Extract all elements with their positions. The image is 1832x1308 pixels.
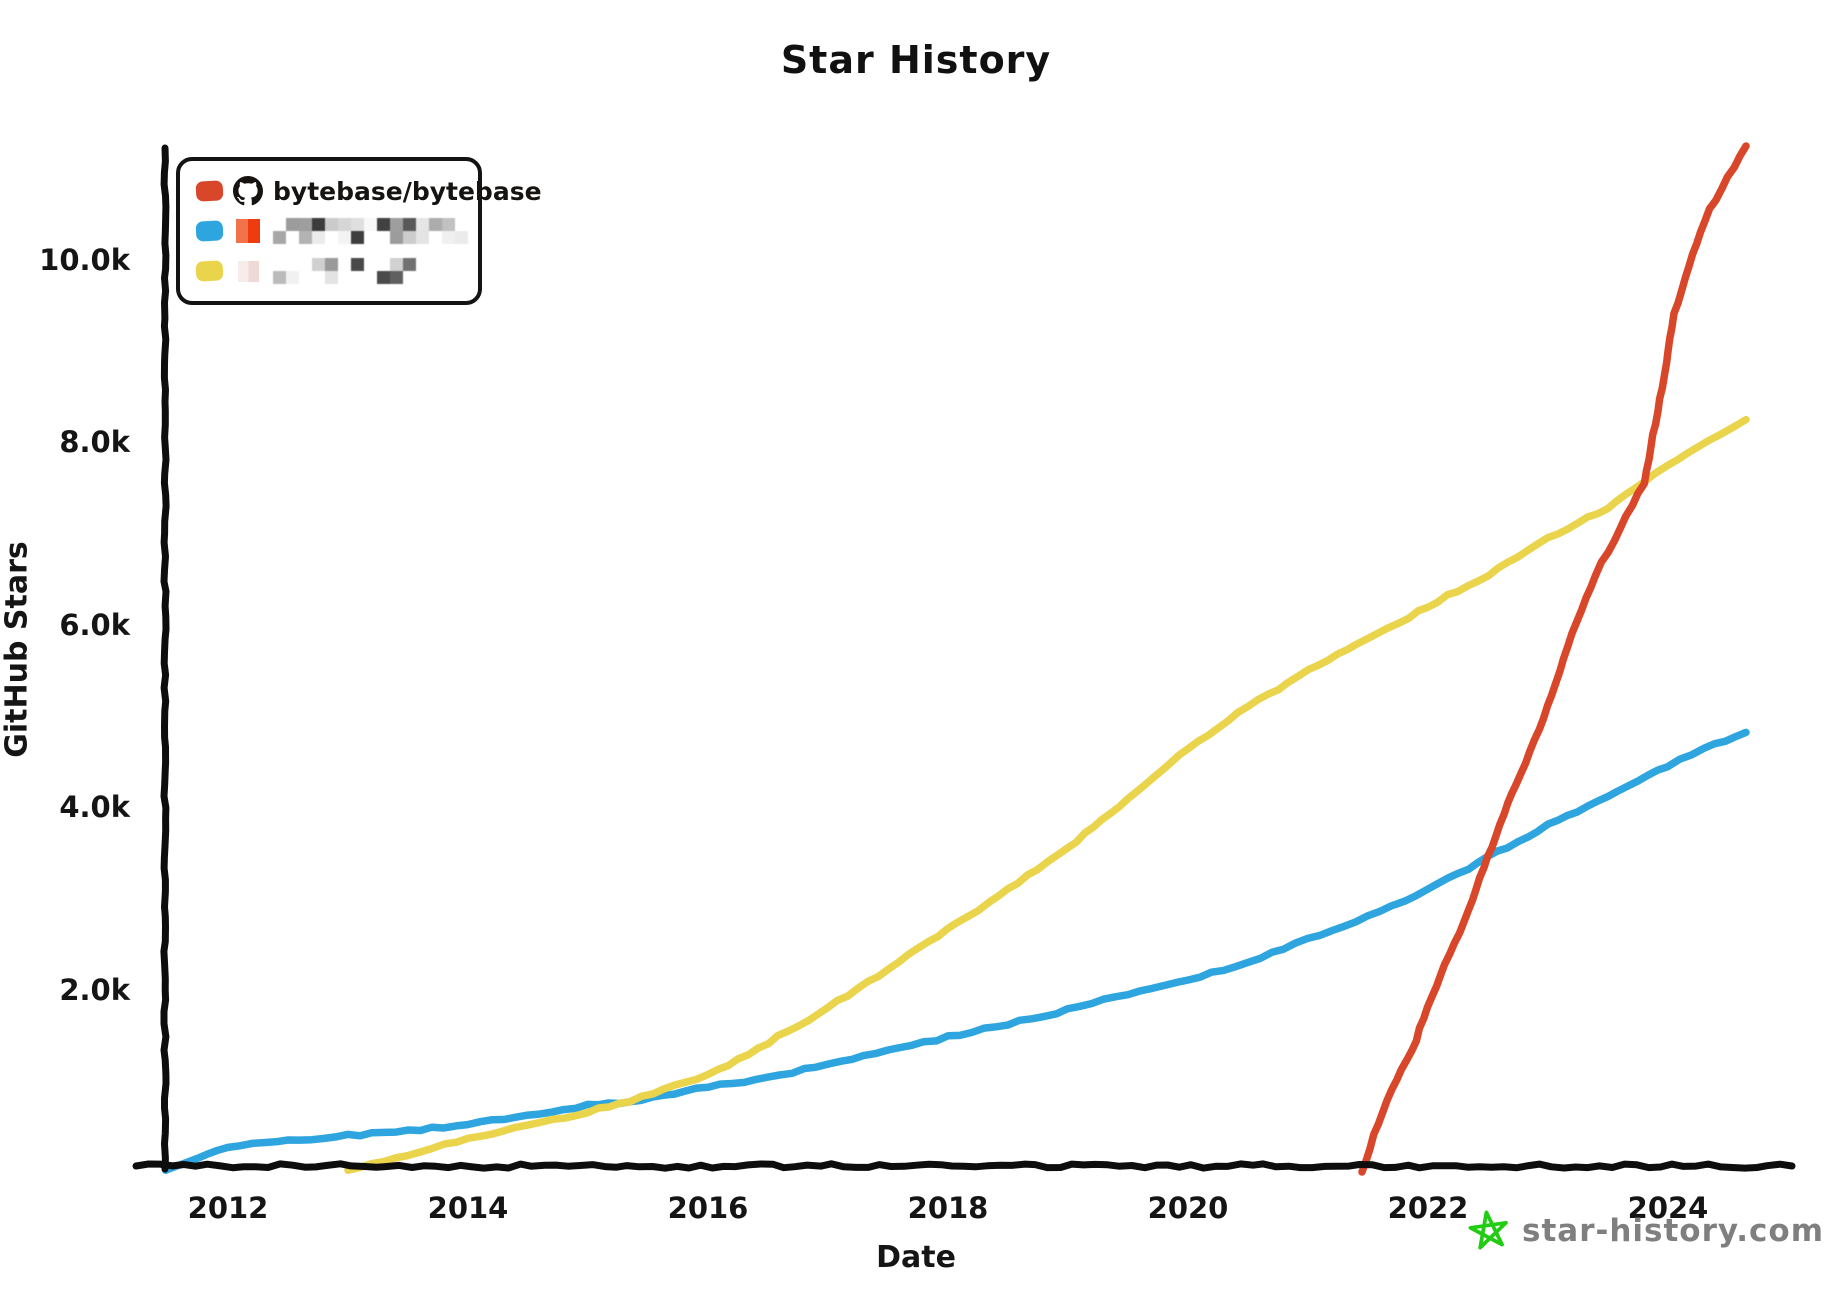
legend-label-bytebase: bytebase/bytebase: [273, 176, 542, 206]
legend-row-redacted-yellow: [195, 251, 478, 291]
blurred-avatar-orange-icon: [233, 216, 263, 246]
blurred-avatar-pink-icon: [233, 256, 263, 286]
legend-row-redacted-blue: [195, 211, 481, 251]
legend-swatch-blue: [195, 220, 224, 242]
x-tick-2016: 2016: [667, 1191, 749, 1225]
y-tick-4.0k: 4.0k: [59, 790, 130, 825]
star-icon: [1468, 1210, 1508, 1250]
x-tick-2012: 2012: [187, 1191, 269, 1225]
legend-swatch-red: [195, 180, 224, 202]
y-axis-label: GitHub Stars: [0, 541, 35, 758]
legend-label-blurred: [273, 218, 481, 244]
watermark: star-history.com: [1468, 1210, 1824, 1252]
legend-row-bytebase: bytebase/bytebase: [195, 171, 542, 211]
legend-swatch-yellow: [195, 260, 224, 282]
x-tick-2022: 2022: [1387, 1191, 1469, 1225]
y-tick-2.0k: 2.0k: [59, 972, 130, 1007]
github-octocat-icon: [233, 176, 263, 206]
y-tick-10.0k: 10.0k: [39, 243, 130, 277]
watermark-text: star-history.com: [1522, 1213, 1825, 1249]
avatar-image-blurred: [237, 260, 259, 282]
y-tick-6.0k: 6.0k: [59, 607, 130, 642]
x-tick-2014: 2014: [427, 1191, 509, 1225]
series-line-redacted-blue-repo: [161, 728, 1750, 1174]
y-axis-line: [160, 144, 170, 1173]
x-axis-label: Date: [876, 1240, 956, 1275]
x-tick-2020: 2020: [1147, 1191, 1229, 1225]
x-tick-2018: 2018: [907, 1191, 989, 1225]
legend: bytebase/bytebase: [176, 157, 542, 305]
chart-title: Star History: [780, 38, 1052, 82]
x-axis-line: [132, 1160, 1796, 1172]
legend-label-blurred: [273, 258, 416, 284]
y-tick-8.0k: 8.0k: [59, 425, 130, 460]
series-line-redacted-yellow-repo: [344, 415, 1750, 1174]
x-tick-2024: 2024: [1627, 1191, 1709, 1225]
series-line-bytebase/bytebase: [1358, 142, 1750, 1176]
avatar-image-blurred: [236, 219, 260, 243]
